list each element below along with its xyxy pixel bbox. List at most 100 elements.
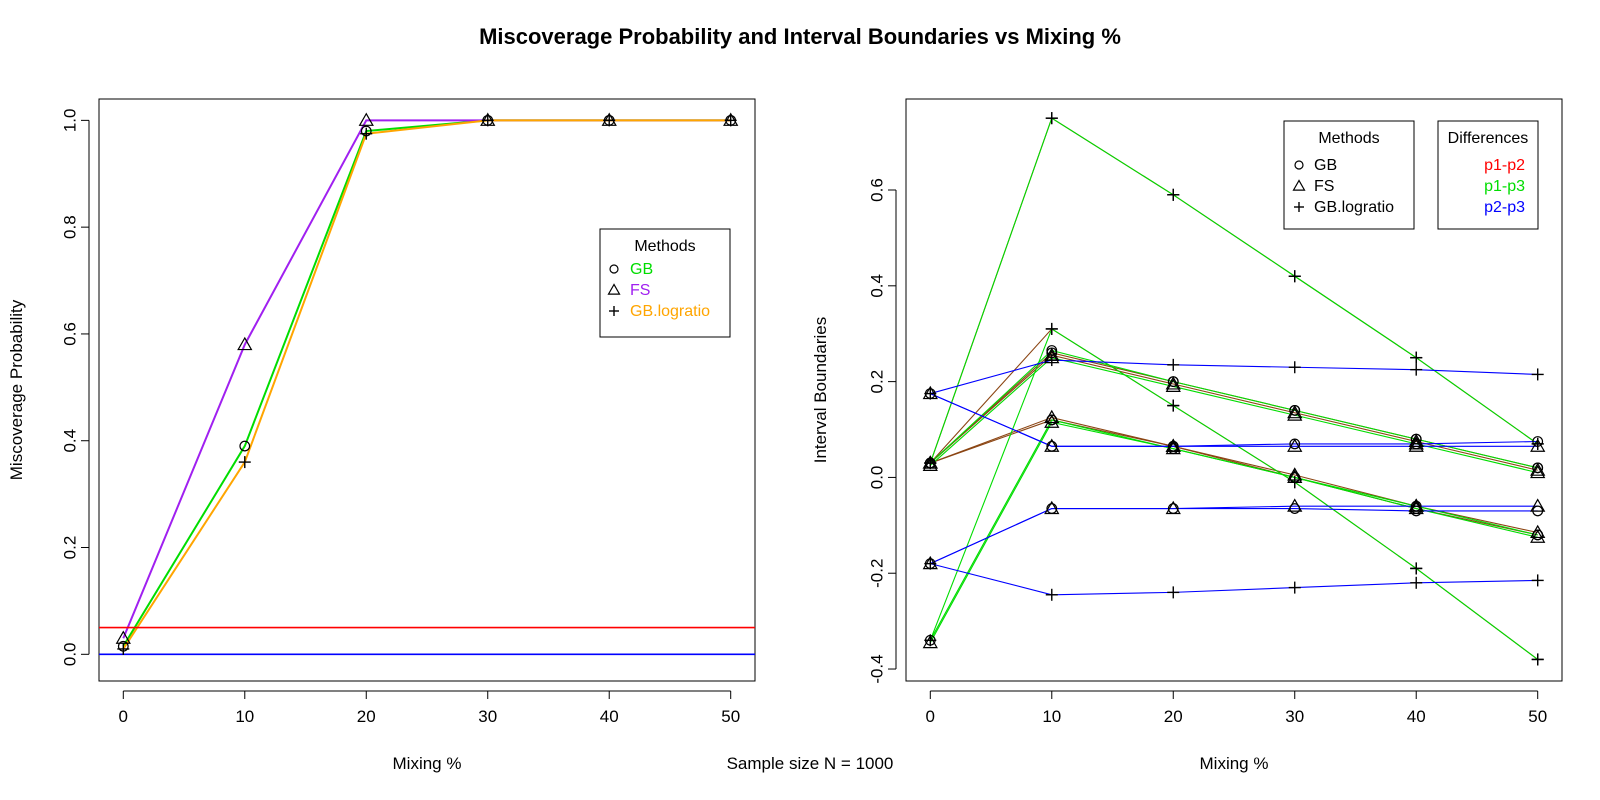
- left-y-axis-label: Miscoverage Probability: [7, 299, 26, 480]
- data-point: [238, 456, 251, 469]
- series-line: [122, 119, 731, 639]
- data-point: [360, 127, 373, 140]
- series-line: [930, 508, 1538, 565]
- legend-label: p1-p3: [1484, 178, 1525, 195]
- data-point: [1167, 358, 1180, 371]
- data-point: [358, 112, 374, 126]
- right-methods-legend: Methods GB FS GB.logratio: [1283, 120, 1415, 230]
- right-series-lines: [929, 117, 1539, 660]
- data-point: [1287, 498, 1303, 512]
- right-y-axis-label: Interval Boundaries: [811, 317, 830, 463]
- data-point: [1410, 576, 1423, 589]
- legend-label: p2-p3: [1484, 199, 1525, 216]
- data-point: [1531, 368, 1544, 381]
- data-point: [1045, 322, 1058, 335]
- right-methods-legend-box: [1283, 120, 1415, 230]
- y-tick-label: 0.6: [60, 322, 79, 346]
- data-point: [1530, 529, 1546, 543]
- data-point: [1530, 462, 1546, 476]
- legend-label: GB: [1314, 157, 1337, 174]
- right-x-axis: 0 10 20 30 40 50: [926, 690, 1547, 726]
- data-point: [922, 634, 938, 649]
- data-point: [724, 114, 737, 127]
- right-methods-legend-entries: GB FS GB.logratio: [1292, 157, 1394, 216]
- x-tick-label: 40: [600, 707, 619, 726]
- series-line: [930, 505, 1538, 565]
- legend-label: FS: [630, 282, 650, 299]
- data-point: [1410, 363, 1423, 376]
- data-point: [1044, 438, 1060, 452]
- y-tick-label: 0.4: [60, 429, 79, 453]
- legend-label: GB: [630, 261, 653, 278]
- data-point: [1410, 562, 1423, 575]
- data-point: [1045, 588, 1058, 601]
- left-legend-entries: GB FS GB.logratio: [607, 261, 710, 320]
- x-tick-label: 0: [119, 707, 128, 726]
- series-line: [929, 357, 1538, 474]
- figure-title: Miscoverage Probability and Interval Bou…: [479, 24, 1121, 49]
- x-tick-label: 10: [235, 707, 254, 726]
- right-x-axis-label: Mixing %: [1200, 754, 1269, 773]
- left-reference-lines: [99, 626, 755, 656]
- legend-label: GB.logratio: [630, 303, 710, 320]
- data-point: [1530, 464, 1546, 479]
- series-line: [929, 328, 1539, 660]
- left-panel: 0 10 20 30 40 50 0.00.20.40.60.81.0 Mixing % …: [7, 98, 756, 773]
- data-point: [239, 440, 251, 452]
- data-point: [1165, 500, 1181, 515]
- data-point: [1410, 433, 1422, 445]
- data-point: [1045, 354, 1058, 367]
- data-point: [924, 387, 937, 400]
- data-point: [237, 336, 253, 351]
- x-tick-label: 20: [1164, 707, 1183, 726]
- x-tick-label: 0: [926, 707, 935, 726]
- x-tick-label: 50: [1528, 707, 1547, 726]
- x-tick-label: 30: [1285, 707, 1304, 726]
- data-point: [1532, 436, 1544, 447]
- left-legend: Methods GB FS GB.logratio: [599, 228, 731, 338]
- left-series-lines: [122, 119, 731, 650]
- y-tick-label: 1.0: [60, 109, 79, 133]
- figure-footer: Sample size N = 1000: [727, 754, 894, 773]
- x-tick-label: 10: [1042, 707, 1061, 726]
- right-methods-legend-title: Methods: [1318, 130, 1379, 147]
- series-line: [929, 421, 1538, 643]
- y-tick-label: 0.2: [867, 370, 886, 394]
- x-tick-label: 30: [478, 707, 497, 726]
- series-line: [930, 359, 1538, 395]
- right-differences-legend-entries: p1-p2 p1-p3 p2-p3: [1484, 157, 1525, 216]
- x-tick-label: 20: [357, 707, 376, 726]
- data-point: [1167, 586, 1180, 599]
- y-tick-label: -0.4: [867, 654, 886, 683]
- left-y-axis: 0.0 0.2 0.4 0.6 0.8 1.0: [60, 109, 90, 666]
- data-point: [924, 557, 937, 570]
- legend-label: p1-p2: [1484, 157, 1525, 174]
- data-point: [1165, 376, 1181, 390]
- data-point: [1408, 498, 1424, 512]
- left-series-markers: [115, 112, 739, 655]
- data-point: [1167, 188, 1180, 201]
- series-line: [929, 117, 1539, 464]
- y-tick-label: -0.2: [867, 559, 886, 588]
- data-point: [1287, 404, 1303, 419]
- right-plot-frame: [905, 98, 1563, 682]
- data-point: [1288, 361, 1301, 374]
- x-tick-label: 50: [721, 707, 740, 726]
- y-tick-label: 0.0: [867, 466, 886, 490]
- x-tick-label: 40: [1407, 707, 1426, 726]
- left-legend-title: Methods: [634, 238, 695, 255]
- legend-marker: [609, 306, 619, 316]
- data-point: [1044, 500, 1060, 515]
- right-differences-legend-box: [1437, 120, 1539, 230]
- data-point: [1165, 378, 1181, 392]
- data-point: [1165, 438, 1181, 452]
- y-tick-label: 0.0: [60, 642, 79, 666]
- y-tick-label: 0.4: [867, 274, 886, 298]
- left-plot-frame: [98, 98, 756, 682]
- legend-marker: [609, 264, 619, 274]
- y-tick-label: 0.2: [60, 536, 79, 560]
- data-point: [924, 457, 937, 470]
- data-point: [1410, 351, 1423, 364]
- data-point: [1287, 407, 1303, 421]
